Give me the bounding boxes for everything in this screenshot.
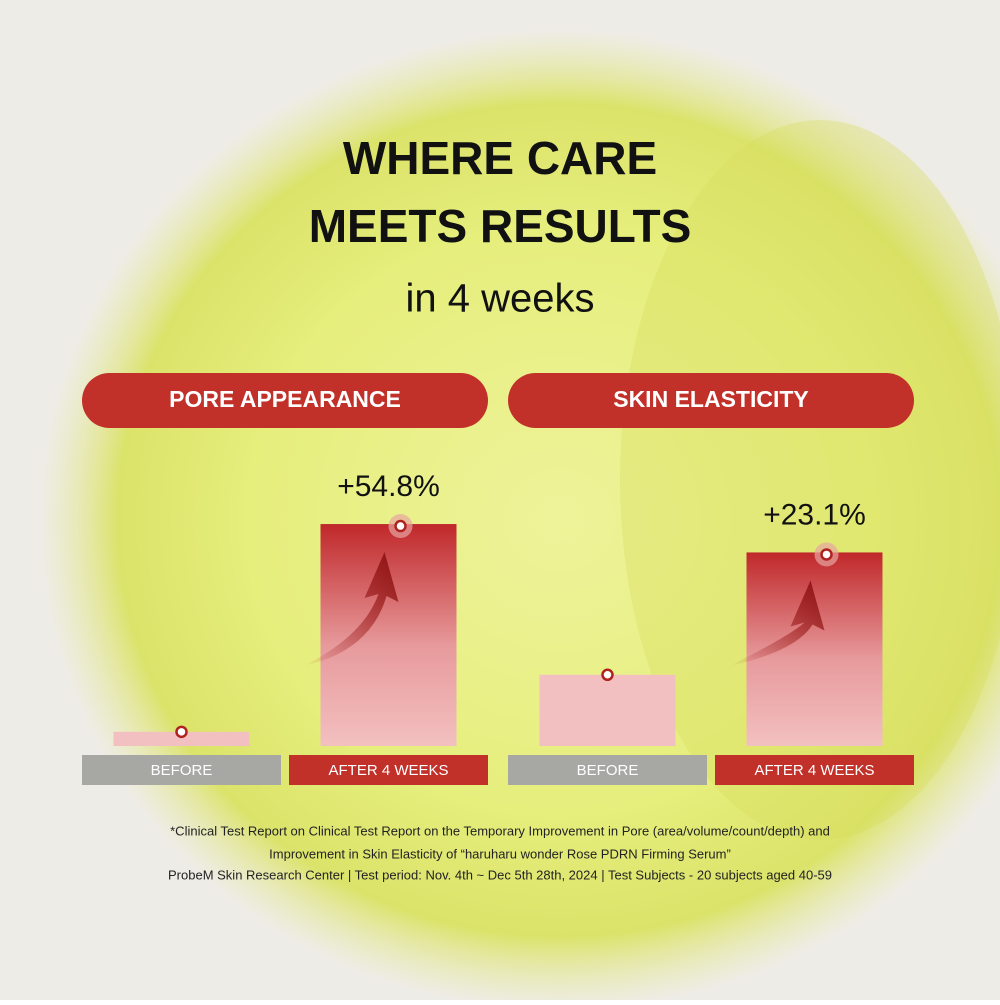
marker-dot bbox=[601, 668, 614, 682]
bar bbox=[320, 524, 457, 746]
category-box bbox=[508, 755, 707, 785]
bar bbox=[113, 731, 250, 746]
marker-dot bbox=[820, 548, 833, 561]
panel-title: SKIN ELASTICITY bbox=[613, 386, 809, 412]
growth-arrow bbox=[729, 580, 825, 666]
category-label: BEFORE bbox=[151, 762, 213, 779]
title: WHERE CARE bbox=[343, 132, 657, 184]
panel-title: PORE APPEARANCE bbox=[169, 386, 401, 412]
growth-arrow bbox=[303, 552, 399, 666]
marker-dot bbox=[175, 725, 188, 739]
bar bbox=[539, 674, 676, 746]
cream-shade bbox=[620, 120, 1000, 840]
value-label: +23.1% bbox=[763, 498, 866, 531]
category-label: AFTER 4 WEEKS bbox=[328, 762, 448, 779]
subtitle: in 4 weeks bbox=[406, 277, 595, 321]
footnote: ProbeM Skin Research Center | Test perio… bbox=[168, 867, 832, 882]
category-label: BEFORE bbox=[577, 762, 639, 779]
panel-header bbox=[508, 373, 914, 428]
category-label: AFTER 4 WEEKS bbox=[754, 762, 874, 779]
category-box bbox=[82, 755, 281, 785]
panel-header bbox=[82, 373, 488, 428]
charts: PORE APPEARANCE BEFORE +54.8% AFTER 4 WEEKS… bbox=[82, 373, 914, 785]
footnote: *Clinical Test Report on Clinical Test R… bbox=[170, 823, 830, 838]
category-box bbox=[715, 755, 914, 785]
category-box bbox=[289, 755, 488, 785]
footnote: Improvement in Skin Elasticity of “haruh… bbox=[269, 846, 731, 861]
value-label: +54.8% bbox=[337, 470, 440, 503]
marker-dot bbox=[394, 519, 407, 533]
title: MEETS RESULTS bbox=[309, 200, 692, 252]
